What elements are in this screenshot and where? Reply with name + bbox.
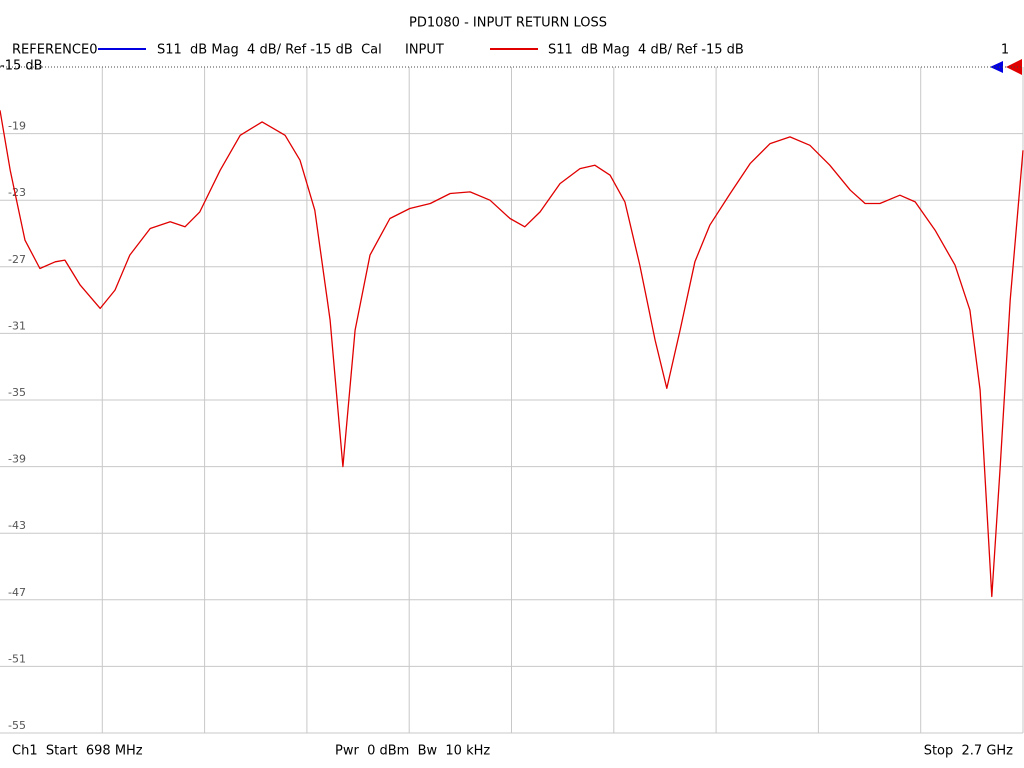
legend-name: INPUT bbox=[405, 43, 444, 58]
chart-title: PD1080 - INPUT RETURN LOSS bbox=[409, 16, 607, 31]
y-tick-label: -55 bbox=[8, 719, 26, 732]
y-tick-label: -43 bbox=[8, 519, 26, 532]
footer-power: Pwr 0 dBm Bw 10 kHz bbox=[335, 744, 490, 759]
footer-stop: Stop 2.7 GHz bbox=[924, 744, 1013, 759]
y-tick-label: -39 bbox=[8, 453, 26, 466]
y-tick-label: -27 bbox=[8, 253, 26, 266]
y-tick-label: -35 bbox=[8, 386, 26, 399]
marker-label: 1 bbox=[1001, 43, 1009, 58]
trace bbox=[0, 110, 1024, 598]
legend-name: REFERENCE0 bbox=[12, 43, 97, 58]
footer-start: Ch1 Start 698 MHz bbox=[12, 744, 143, 759]
y-tick-label: -31 bbox=[8, 319, 26, 332]
y-tick-label: -51 bbox=[8, 652, 26, 665]
legend-label: S11 dB Mag 4 dB/ Ref -15 dB bbox=[548, 43, 744, 58]
y-tick-label: -15 dB bbox=[0, 59, 43, 74]
legend-label: S11 dB Mag 4 dB/ Ref -15 dB Cal bbox=[157, 43, 382, 58]
y-tick-label: -19 bbox=[8, 120, 26, 133]
y-tick-label: -23 bbox=[8, 186, 26, 199]
y-tick-label: -47 bbox=[8, 586, 26, 599]
